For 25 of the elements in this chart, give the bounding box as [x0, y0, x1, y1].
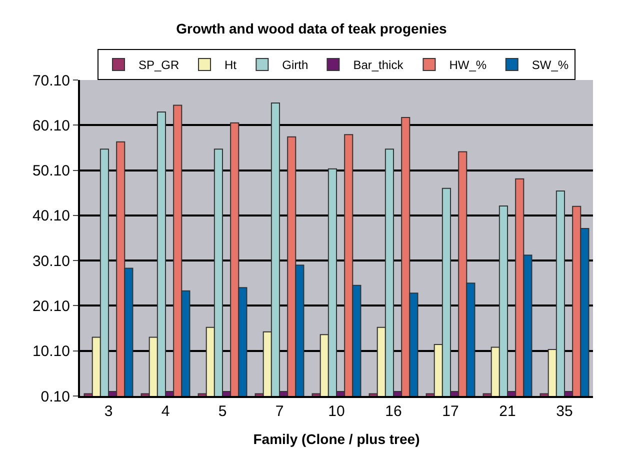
- x-tick-label: 10: [328, 403, 345, 420]
- y-tick-label: 10.10: [32, 343, 70, 360]
- y-tick-label: 30.10: [32, 252, 70, 270]
- legend-label: SP_GR: [138, 58, 180, 72]
- legend-label: Girth: [282, 58, 308, 72]
- x-tick-label: 3: [104, 403, 113, 420]
- chart-title: Growth and wood data of teak progenies: [176, 20, 448, 36]
- legend-label: Ht: [224, 58, 238, 72]
- y-tick-label: 50.10: [32, 162, 70, 180]
- x-tick-label: 16: [385, 403, 402, 420]
- x-tick-label: 21: [499, 403, 516, 420]
- legend-label: SW_%: [532, 58, 569, 72]
- x-tick-label: 7: [275, 403, 284, 420]
- legend-label: HW_%: [449, 58, 487, 72]
- y-tick-label: 20.10: [32, 298, 70, 315]
- y-tick-label: 70.10: [32, 72, 70, 90]
- x-tick-label: 4: [161, 403, 170, 420]
- x-tick-label: 17: [442, 403, 459, 420]
- y-tick-label: 40.10: [32, 208, 70, 225]
- x-axis-title: Family (Clone / plus tree): [253, 430, 420, 447]
- x-tick-label: 35: [556, 403, 573, 420]
- y-tick-label: 60.10: [32, 117, 70, 134]
- legend-label: Bar_thick: [353, 58, 404, 72]
- x-tick-label: 5: [218, 403, 227, 420]
- y-tick-label: 0.10: [40, 388, 70, 406]
